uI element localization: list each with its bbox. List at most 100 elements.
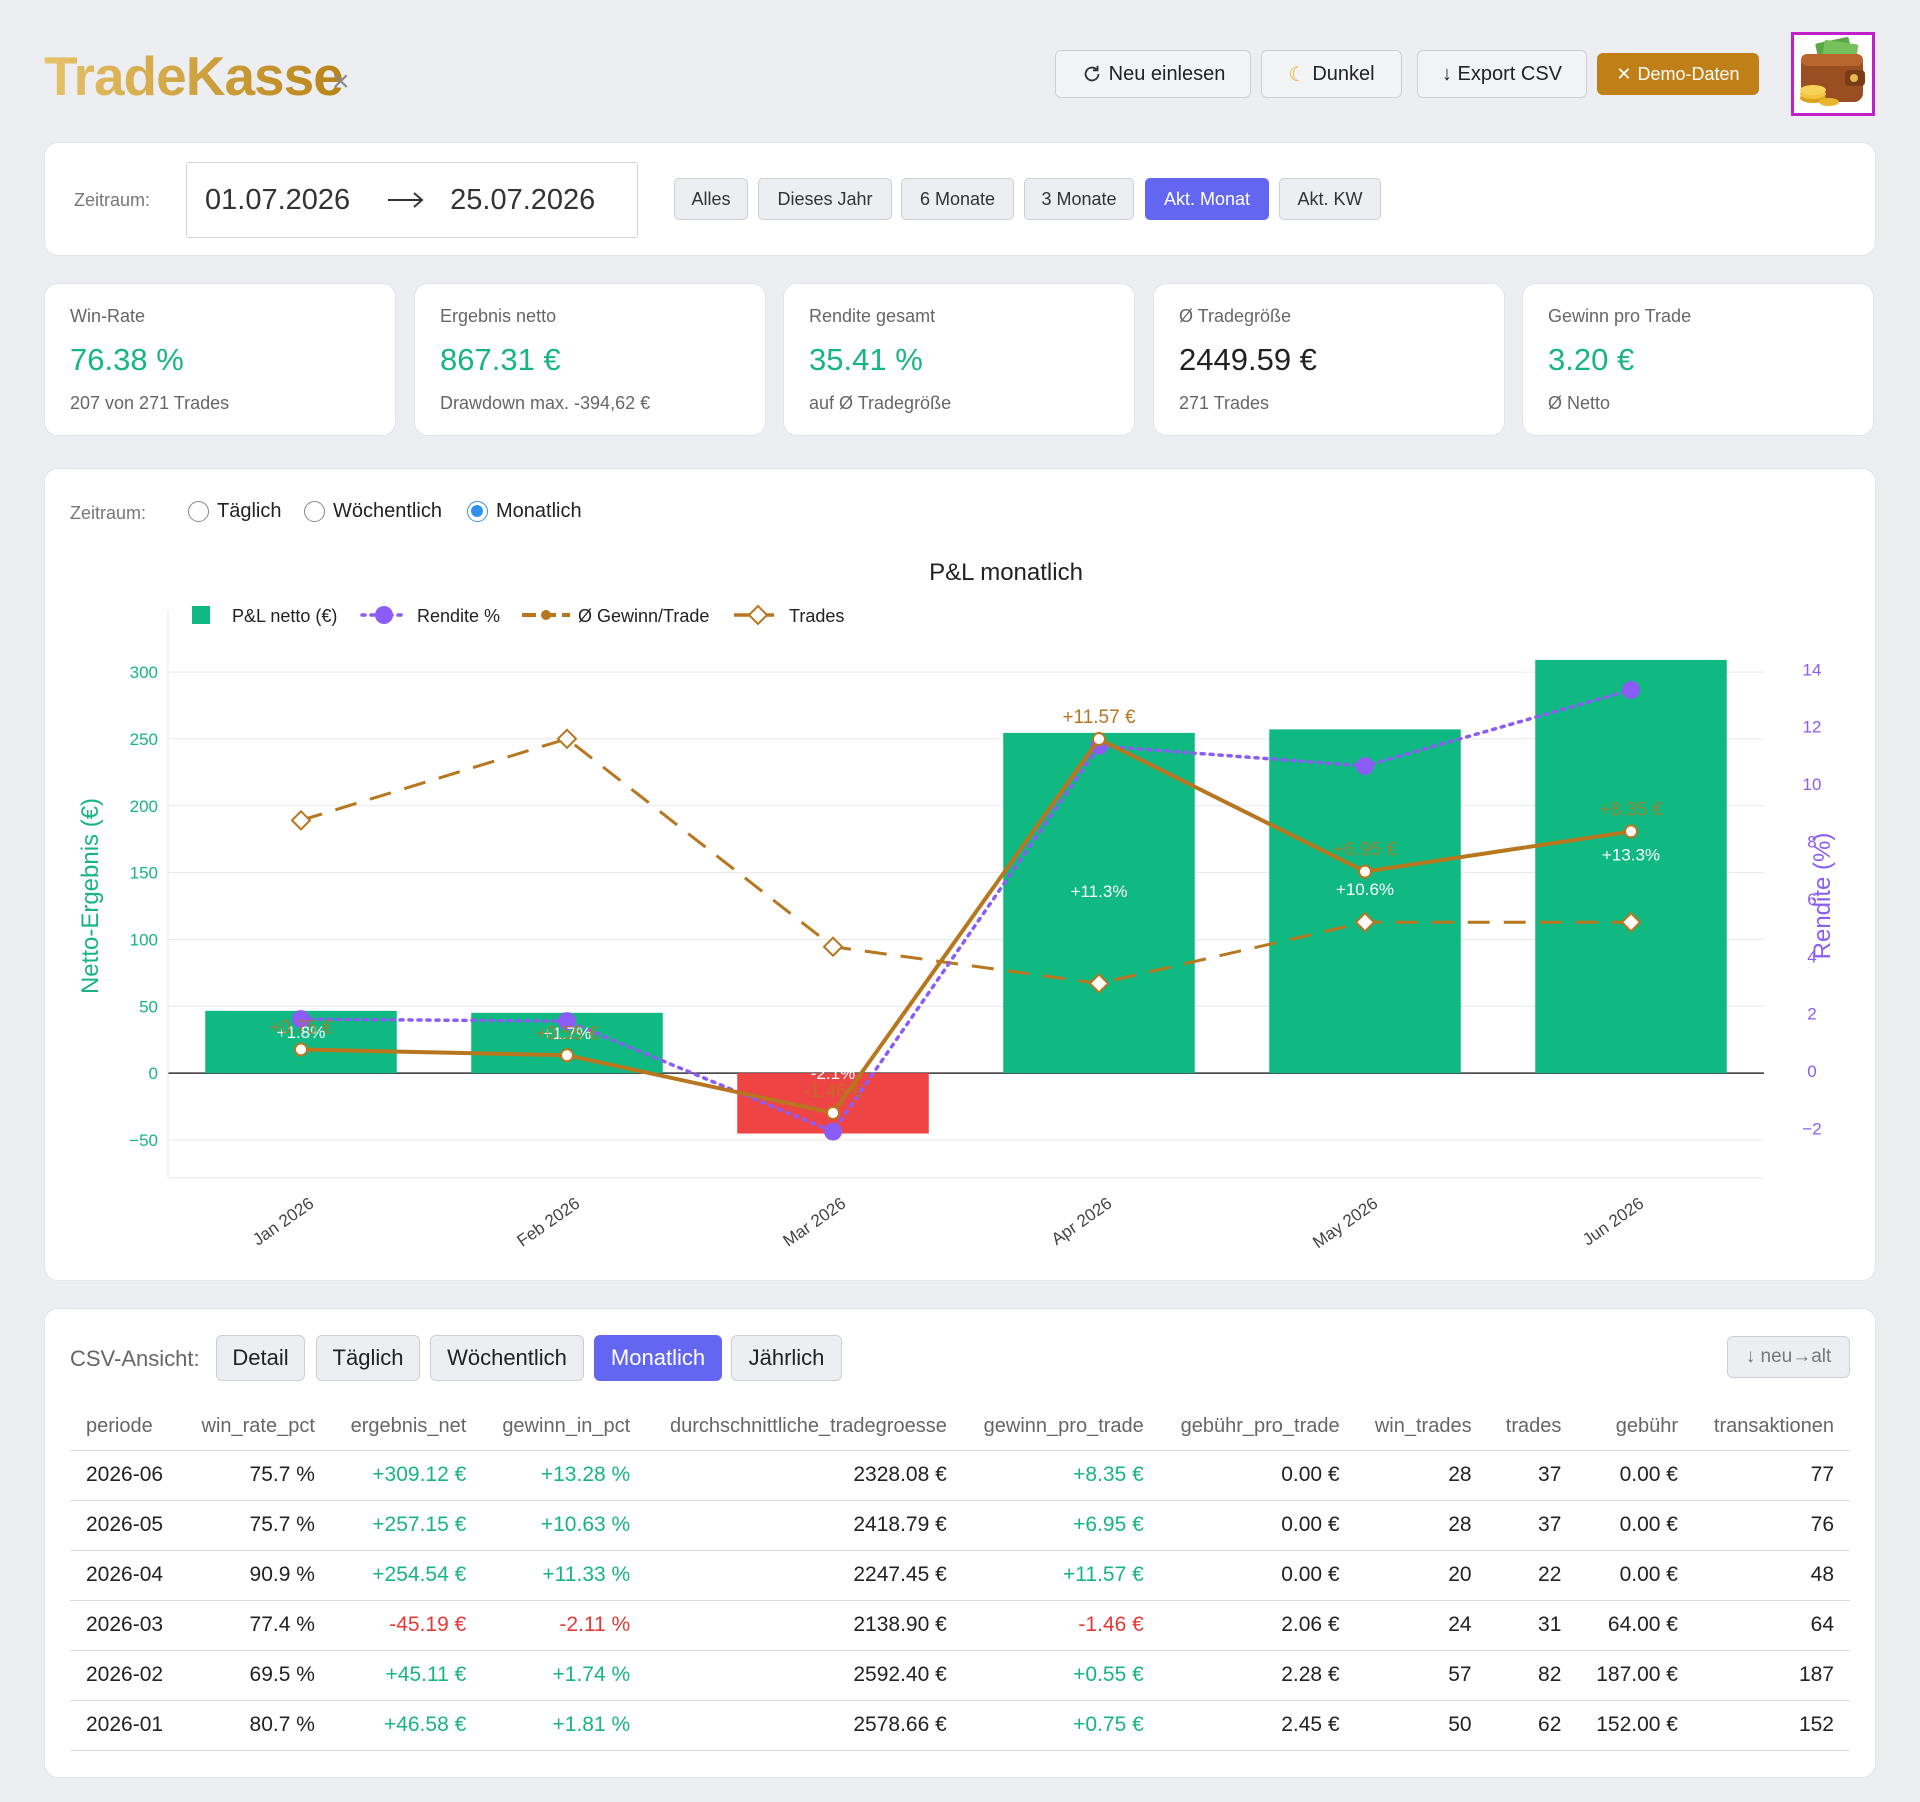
radio-monatlich[interactable]: Monatlich: [467, 500, 582, 523]
column-header-durchschnittliche_tradegroesse[interactable]: durchschnittliche_tradegroesse: [646, 1404, 963, 1451]
dark-mode-button[interactable]: ☾ Dunkel: [1261, 50, 1402, 98]
table-row[interactable]: 2026-03 77.4 % -45.19 € -2.11 % 2138.90 € -1.…: [70, 1600, 1850, 1651]
y-tick-label: 100: [130, 930, 158, 949]
rendite-data-label: +13.3%: [1602, 846, 1660, 865]
y2-axis-label: Rendite (%): [1809, 833, 1836, 960]
csv-view-detail[interactable]: Detail: [216, 1335, 305, 1381]
cell-trades: 82: [1487, 1650, 1578, 1701]
column-header-periode[interactable]: periode: [70, 1404, 182, 1451]
close-icon: ✕: [1616, 63, 1632, 84]
preset-alles[interactable]: Alles: [674, 178, 748, 220]
stat-value: 2449.59 €: [1179, 342, 1317, 377]
radio-circle-selected[interactable]: [467, 501, 488, 522]
table-row[interactable]: 2026-01 80.7 % +46.58 € +1.81 % 2578.66 € +0.…: [70, 1700, 1850, 1751]
cell-win_rate_pct: 77.4 %: [181, 1600, 331, 1651]
stat-value: 76.38 %: [70, 342, 184, 377]
stat-sub: Ø Netto: [1548, 393, 1611, 413]
cell-gebühr: 0.00 €: [1577, 1450, 1694, 1501]
reload-button[interactable]: Neu einlesen: [1055, 50, 1251, 98]
cell-gewinn_in_pct: +11.33 %: [482, 1550, 647, 1601]
cell-gebühr_pro_trade: 0.00 €: [1159, 1500, 1356, 1551]
column-header-gebühr_pro_trade[interactable]: gebühr_pro_trade: [1159, 1404, 1356, 1451]
stat-sub: Drawdown max. -394,62 €: [440, 393, 651, 413]
column-header-gewinn_in_pct[interactable]: gewinn_in_pct: [482, 1404, 647, 1451]
csv-view-taeglich[interactable]: Täglich: [316, 1335, 420, 1381]
table-row[interactable]: 2026-02 69.5 % +45.11 € +1.74 % 2592.40 € +0.…: [70, 1650, 1850, 1701]
table-row[interactable]: 2026-05 75.7 % +257.15 € +10.63 % 2418.79 € +…: [70, 1500, 1850, 1551]
app-logo: TradeKasse: [44, 45, 343, 107]
rendite-marker: [824, 1122, 842, 1141]
stat-card-tradegroesse: Ø Tradegröße 2449.59 € 271 Trades: [1153, 283, 1505, 436]
cell-durchschnittliche_tradegroesse: 2592.40 €: [646, 1650, 963, 1701]
demo-data-label: Demo-Daten: [1637, 63, 1740, 84]
reload-label: Neu einlesen: [1108, 62, 1226, 85]
cell-gewinn_pro_trade: +0.55 €: [962, 1650, 1160, 1701]
column-header-win_trades[interactable]: win_trades: [1355, 1404, 1488, 1451]
preset-3-monate[interactable]: 3 Monate: [1024, 178, 1134, 220]
gewinn-marker: [1092, 732, 1106, 747]
csv-view-jaehrlich[interactable]: Jährlich: [731, 1335, 842, 1381]
column-header-ergebnis_net[interactable]: ergebnis_net: [330, 1404, 483, 1451]
cell-durchschnittliche_tradegroesse: 2418.79 €: [646, 1500, 963, 1551]
stat-value: 3.20 €: [1548, 342, 1635, 377]
cell-ergebnis_net: +257.15 €: [330, 1500, 483, 1551]
rendite-line: [299, 688, 1633, 1134]
cell-gebühr: 64.00 €: [1577, 1600, 1694, 1651]
cell-win_trades: 24: [1355, 1600, 1488, 1651]
date-range-input[interactable]: 01.07.2026 25.07.2026: [186, 162, 638, 238]
date-from[interactable]: 01.07.2026: [205, 183, 351, 216]
stat-title: Win-Rate: [70, 306, 146, 326]
table-row[interactable]: 2026-04 90.9 % +254.54 € +11.33 % 2247.45 € +…: [70, 1550, 1850, 1601]
cell-transaktionen: 48: [1693, 1550, 1850, 1601]
cell-transaktionen: 152: [1693, 1700, 1850, 1751]
cell-gewinn_pro_trade: -1.46 €: [962, 1600, 1160, 1651]
column-header-transaktionen[interactable]: transaktionen: [1693, 1404, 1850, 1451]
date-to[interactable]: 25.07.2026: [450, 183, 596, 216]
y-tick-label: 150: [130, 864, 158, 883]
radio-label: Täglich: [217, 500, 282, 522]
table-row[interactable]: 2026-06 75.7 % +309.12 € +13.28 % 2328.08 € +…: [70, 1450, 1850, 1501]
logo-close-icon[interactable]: ×: [332, 65, 350, 98]
preset-6-monate[interactable]: 6 Monate: [901, 178, 1014, 220]
cell-gewinn_pro_trade: +8.35 €: [962, 1450, 1160, 1501]
gewinn-marker: [560, 1048, 574, 1063]
sort-order-button[interactable]: ↓ neu→alt: [1727, 1336, 1850, 1378]
column-header-win_rate_pct[interactable]: win_rate_pct: [181, 1404, 331, 1451]
csv-view-label: CSV-Ansicht:: [70, 1346, 200, 1371]
rendite-data-label: +10.6%: [1336, 880, 1394, 899]
arrow-right-icon: [388, 192, 424, 208]
cell-gewinn_in_pct: +1.81 %: [482, 1700, 647, 1751]
trades-marker: [290, 809, 312, 831]
x-tick-label: Mar 2026: [780, 1194, 850, 1251]
range-label: Zeitraum:: [74, 190, 151, 210]
export-csv-button[interactable]: ↓ Export CSV: [1417, 50, 1587, 98]
gewinn-data-label: +8.35 €: [1599, 799, 1663, 820]
radio-circle[interactable]: [188, 501, 209, 522]
column-header-gewinn_pro_trade[interactable]: gewinn_pro_trade: [962, 1404, 1160, 1451]
radio-label: Wöchentlich: [333, 500, 442, 522]
preset-dieses-jahr[interactable]: Dieses Jahr: [758, 178, 892, 220]
cell-win_trades: 57: [1355, 1650, 1488, 1701]
gewinn-marker: [1358, 864, 1372, 879]
csv-view-monatlich[interactable]: Monatlich: [594, 1335, 722, 1381]
preset-akt-monat[interactable]: Akt. Monat: [1145, 178, 1269, 220]
csv-view-woechentlich[interactable]: Wöchentlich: [430, 1335, 584, 1381]
gewinn-marker: [294, 1042, 308, 1057]
pnl-bar: [1003, 732, 1195, 1074]
cell-gebühr: 187.00 €: [1577, 1650, 1694, 1701]
radio-woechentlich[interactable]: Wöchentlich: [304, 500, 442, 523]
wallet-avatar[interactable]: [1791, 32, 1875, 116]
rendite-marker: [558, 1012, 576, 1031]
y2-tick-label: −2: [1802, 1119, 1821, 1138]
gewinn-data-label: +0.75 €: [269, 1018, 333, 1039]
y2-tick-label: 14: [1803, 660, 1822, 679]
demo-data-button[interactable]: ✕ Demo-Daten: [1597, 53, 1759, 95]
preset-akt-kw[interactable]: Akt. KW: [1279, 178, 1381, 220]
radio-circle[interactable]: [304, 501, 325, 522]
rendite-marker: [1356, 757, 1374, 776]
radio-taeglich[interactable]: Täglich: [188, 500, 281, 523]
gewinn-line: [300, 736, 1632, 1116]
trades-marker: [1354, 911, 1376, 933]
column-header-gebühr[interactable]: gebühr: [1577, 1404, 1694, 1451]
column-header-trades[interactable]: trades: [1487, 1404, 1578, 1451]
